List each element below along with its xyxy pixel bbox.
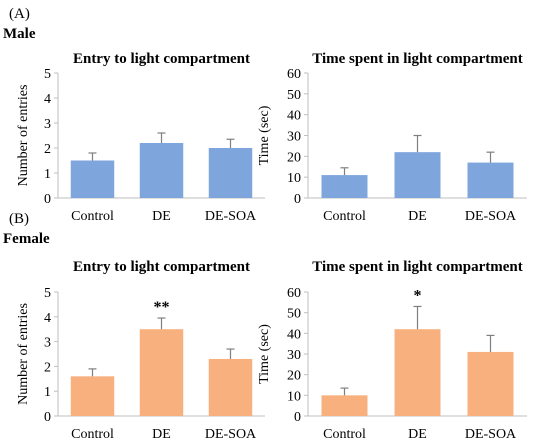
y-axis-label: Time (sec) <box>257 324 272 384</box>
x-tick-label: DE-SOA <box>465 209 517 224</box>
chart-title: Entry to light compartment <box>73 259 250 275</box>
bar-de-soa <box>467 351 514 416</box>
bar-de-soa <box>208 358 253 416</box>
male-label: Male <box>3 26 36 42</box>
panel-b-label: (B) <box>9 211 29 227</box>
y-tick-label: 1 <box>44 167 51 182</box>
y-tick-label: 3 <box>44 336 51 351</box>
y-tick-label: 0 <box>294 410 301 425</box>
y-tick-label: 2 <box>44 142 51 157</box>
bar-de-soa <box>467 162 514 198</box>
x-tick-label: DE-SOA <box>465 427 517 442</box>
panel-a-label: (A) <box>9 6 30 22</box>
x-tick-label: Control <box>323 427 366 442</box>
x-tick-label: Control <box>71 209 114 224</box>
significance-marker: ** <box>154 299 170 316</box>
chart-title: Entry to light compartment <box>73 51 250 67</box>
y-tick-label: 30 <box>287 130 301 145</box>
bar-control <box>321 175 368 198</box>
y-tick-label: 40 <box>287 109 301 124</box>
y-tick-label: 30 <box>287 348 301 363</box>
x-tick-label: DE-SOA <box>205 427 257 442</box>
x-tick-label: DE-SOA <box>205 209 257 224</box>
significance-marker: * <box>414 287 422 304</box>
x-tick-label: DE <box>152 427 171 442</box>
x-tick-label: DE <box>408 209 427 224</box>
y-tick-label: 0 <box>44 192 51 207</box>
bar-control <box>321 395 368 416</box>
bar-de <box>394 329 441 416</box>
y-axis-label: Time (sec) <box>257 105 272 165</box>
bar-control <box>70 160 115 198</box>
bar-de <box>394 152 441 198</box>
y-tick-label: 4 <box>44 92 51 107</box>
y-tick-label: 1 <box>44 385 51 400</box>
y-tick-label: 0 <box>294 192 301 207</box>
chart-title: Time spent in light compartment <box>312 51 523 67</box>
bar-de <box>139 143 184 198</box>
y-tick-label: 10 <box>287 171 301 186</box>
bar-de <box>139 329 184 416</box>
y-tick-label: 50 <box>287 307 301 322</box>
x-tick-label: Control <box>323 209 366 224</box>
y-tick-label: 10 <box>287 389 301 404</box>
x-tick-label: DE <box>152 209 171 224</box>
bar-control <box>70 376 115 416</box>
y-tick-label: 40 <box>287 327 301 342</box>
y-tick-label: 4 <box>44 311 51 326</box>
y-tick-label: 5 <box>44 286 51 301</box>
y-tick-label: 50 <box>287 88 301 103</box>
x-tick-label: DE <box>408 427 427 442</box>
y-tick-label: 0 <box>44 410 51 425</box>
y-tick-label: 3 <box>44 117 51 132</box>
female-label: Female <box>3 231 50 247</box>
y-tick-label: 2 <box>44 360 51 375</box>
y-axis-label: Number of entries <box>16 85 31 187</box>
y-axis-label: Number of entries <box>16 303 31 405</box>
chart-title: Time spent in light compartment <box>312 259 523 275</box>
y-tick-label: 60 <box>287 67 301 82</box>
bar-de-soa <box>208 148 253 198</box>
y-tick-label: 5 <box>44 67 51 82</box>
y-tick-label: 20 <box>287 369 301 384</box>
y-tick-label: 60 <box>287 286 301 301</box>
y-tick-label: 20 <box>287 150 301 165</box>
x-tick-label: Control <box>71 427 114 442</box>
